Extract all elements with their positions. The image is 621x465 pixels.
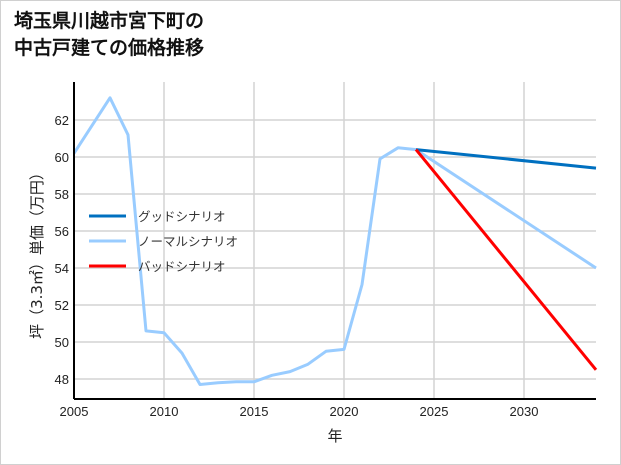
series-line: [72, 96, 597, 386]
x-axis-label: 年: [327, 427, 342, 445]
y-tick-label: 60: [55, 150, 69, 165]
y-tick-label: 48: [55, 372, 69, 387]
x-tick-label: 2005: [60, 404, 89, 419]
y-tick-label: 52: [55, 298, 69, 313]
legend-label: グッドシナリオ: [138, 209, 226, 224]
title-line-2: 中古戸建ての価格推移: [14, 37, 205, 59]
x-tick-label: 2030: [510, 404, 539, 419]
x-tick-label: 2020: [330, 404, 359, 419]
y-tick-label: 56: [55, 224, 69, 239]
legend-label: ノーマルシナリオ: [138, 234, 238, 249]
x-tick-label: 2010: [150, 404, 179, 419]
y-axis-label: 坪（3.3㎡）単価（万円）: [28, 165, 46, 339]
legend-label: バッドシナリオ: [138, 259, 226, 274]
y-tick-label: 58: [55, 187, 69, 202]
series-line: [414, 148, 598, 371]
tick-labels: 2005 2010 2015 2020 2025 2030 48 50 52 54 56 58 60 62: [55, 113, 539, 419]
y-tick-label: 50: [55, 335, 69, 350]
axes: [73, 82, 596, 400]
grid-lines: [74, 82, 596, 399]
title-line-1: 埼玉県川越市宮下町の: [14, 10, 205, 32]
y-tick-label: 54: [55, 261, 69, 276]
x-tick-label: 2025: [420, 404, 449, 419]
y-tick-label: 62: [55, 113, 69, 128]
data-series: [72, 96, 598, 386]
series-line: [415, 148, 597, 170]
x-tick-label: 2015: [240, 404, 269, 419]
chart-title: 埼玉県川越市宮下町の 中古戸建ての価格推移: [14, 8, 204, 62]
